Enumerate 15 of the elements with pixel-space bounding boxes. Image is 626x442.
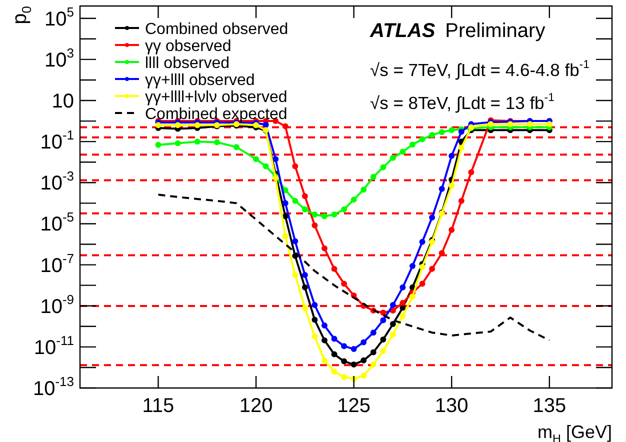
annotation: Preliminary: [445, 20, 546, 42]
x-tick-label: 120: [239, 395, 273, 417]
legend-label: γγ observed: [145, 38, 232, 55]
legend-label: Combined expected: [145, 106, 288, 123]
legend-label: γγ+llll+lνlν observed: [145, 89, 288, 106]
legend-label: Combined observed: [145, 21, 288, 38]
x-tick-label: 125: [337, 395, 371, 417]
x-tick-label: 135: [532, 395, 566, 417]
x-tick-label: 115: [142, 395, 174, 417]
y-axis-title: p0: [9, 6, 34, 24]
legend-label: llll observed: [145, 55, 230, 72]
x-tick-label: 130: [434, 395, 468, 417]
legend-label: γγ+llll observed: [145, 72, 255, 89]
y-tick-label: 10: [52, 90, 74, 113]
annotation: ATLAS: [369, 20, 436, 42]
